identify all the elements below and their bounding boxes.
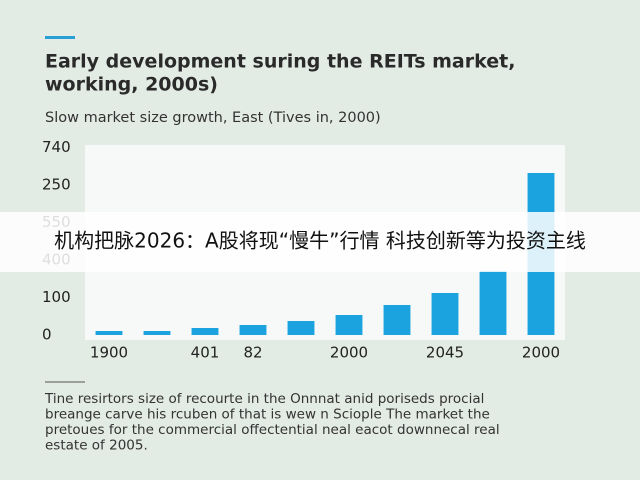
- bar: [383, 305, 411, 335]
- chart-subtitle: Slow market size growth, East (Tives in,…: [45, 110, 381, 126]
- footnote-line: pretoues for the commercial offectential…: [45, 422, 500, 438]
- banner-text: 机构把脉2026：A股将现“慢牛”行情 科技创新等为投资主线: [54, 229, 586, 253]
- bar: [335, 315, 363, 335]
- chart-title: working, 2000s): [45, 74, 218, 96]
- bar: [191, 328, 219, 335]
- footnote: Tine resirtors size of recourte in the O…: [44, 391, 500, 454]
- bar: [287, 321, 315, 335]
- bar: [143, 331, 171, 335]
- footnote-line: estate of 2005.: [45, 438, 148, 454]
- bar: [239, 325, 267, 335]
- x-tick-label: 82: [243, 344, 262, 362]
- bar: [95, 331, 123, 335]
- footnote-line: Tine resirtors size of recourte in the O…: [44, 391, 484, 407]
- x-tick-label: 401: [191, 344, 220, 362]
- accent-bar: [45, 36, 75, 39]
- y-tick-label: 100: [42, 288, 71, 306]
- x-tick-label: 2000: [330, 344, 368, 362]
- y-tick-label: 250: [42, 176, 71, 194]
- bar: [479, 271, 507, 335]
- x-tick-label: 2045: [426, 344, 464, 362]
- x-tick-label: 1900: [90, 344, 128, 362]
- y-tick-label: 740: [42, 138, 71, 156]
- footnote-line: breange carve his rcuben of that is wew …: [45, 407, 490, 423]
- banner-bg: [0, 212, 640, 272]
- chart-title: Early development suring the REITs marke…: [45, 51, 515, 73]
- bar: [431, 293, 459, 335]
- x-tick-label: 2000: [522, 344, 560, 362]
- y-tick-label: 0: [42, 326, 52, 344]
